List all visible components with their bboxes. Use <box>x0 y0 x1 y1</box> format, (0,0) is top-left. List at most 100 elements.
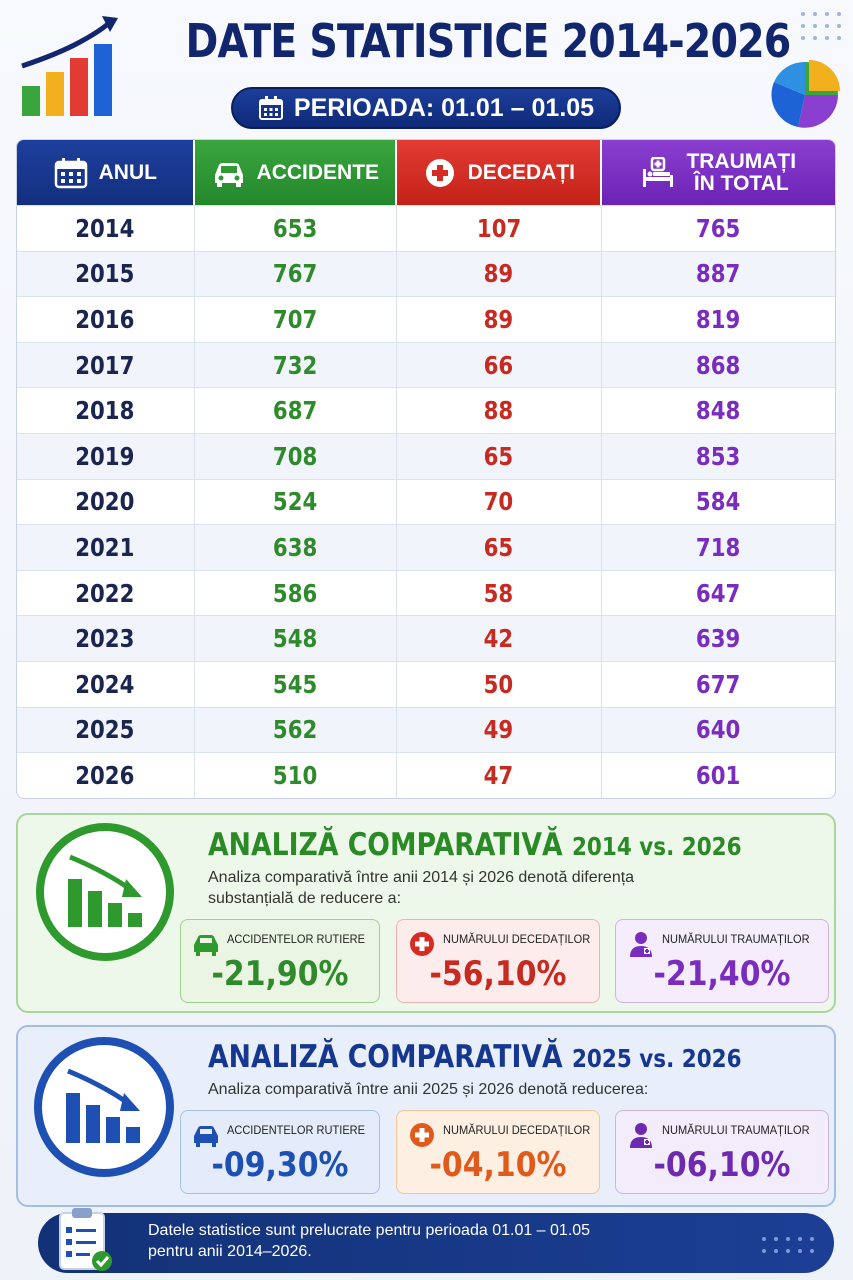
table-row: 2025 562 49 640 <box>17 706 835 753</box>
cell-year-value: 2026 <box>75 760 135 790</box>
cell-deaths-value: 88 <box>484 396 514 426</box>
cell-deaths: 50 <box>397 661 602 707</box>
declining-bar-chart-icon <box>34 1037 174 1177</box>
stat-value: -21,90% <box>211 954 349 994</box>
cell-year-value: 2019 <box>75 441 135 471</box>
medical-cross-icon <box>425 158 454 187</box>
cell-injured-value: 639 <box>696 624 741 654</box>
clipboard-check-icon <box>59 1208 112 1271</box>
cell-deaths: 88 <box>397 388 602 433</box>
cell-year-value: 2022 <box>75 578 135 608</box>
stat-value: -06,10% <box>653 1145 791 1185</box>
cell-injured: 647 <box>602 571 835 616</box>
stat-accidents: ACCIDENTELOR RUTIERE -09,30% <box>180 1110 380 1194</box>
cell-injured: 868 <box>602 343 835 388</box>
cell-injured: 819 <box>602 297 835 342</box>
cell-year-value: 2015 <box>75 259 135 289</box>
column-header-injured: TRAUMAȚI ÎN TOTAL <box>601 140 835 205</box>
stat-label: NUMĂRULUI DECEDAȚILOR <box>443 932 591 946</box>
stat-value: -21,40% <box>653 954 791 994</box>
car-icon <box>214 162 243 187</box>
table-row: 2016 707 89 819 <box>17 296 835 342</box>
cell-accidents-value: 586 <box>273 578 318 608</box>
injured-person-icon <box>630 1123 652 1148</box>
cell-injured-value: 887 <box>696 259 741 289</box>
column-header-label: TRAUMAȚI <box>686 149 797 173</box>
cell-deaths: 89 <box>397 297 602 342</box>
cell-injured-value: 647 <box>696 578 741 608</box>
cell-year: 2025 <box>17 707 195 753</box>
footer-line: Datele statistice sunt prelucrate pentru… <box>148 1222 591 1239</box>
stat-label: NUMĂRULUI TRAUMAȚILOR <box>662 1123 810 1137</box>
column-header-label: ÎN TOTAL <box>693 171 789 195</box>
cell-year-value: 2025 <box>75 715 135 745</box>
cell-deaths-value: 42 <box>484 624 514 654</box>
cell-accidents-value: 510 <box>273 760 318 790</box>
cell-accidents: 524 <box>195 479 398 525</box>
cell-year: 2026 <box>17 753 195 798</box>
table-row: 2022 586 58 647 <box>17 569 835 616</box>
pie-chart-icon <box>771 60 840 128</box>
stat-value: -04,10% <box>429 1145 567 1185</box>
cell-accidents-value: 708 <box>273 441 318 471</box>
cell-injured: 601 <box>602 753 835 798</box>
table-row: 2021 638 65 718 <box>17 524 835 570</box>
cell-accidents-value: 545 <box>273 669 318 699</box>
stat-accidents: ACCIDENTELOR RUTIERE -21,90% <box>180 919 380 1003</box>
stat-label: ACCIDENTELOR RUTIERE <box>227 1123 366 1137</box>
cell-deaths-value: 107 <box>476 213 521 243</box>
cell-accidents-value: 638 <box>273 532 318 562</box>
cell-year-value: 2020 <box>75 487 135 517</box>
cell-accidents: 638 <box>195 525 398 570</box>
cell-year: 2023 <box>17 616 195 661</box>
cell-accidents-value: 653 <box>273 213 318 243</box>
cell-year: 2015 <box>17 251 195 297</box>
cell-accidents: 562 <box>195 707 398 753</box>
cell-deaths: 107 <box>397 206 602 251</box>
cell-accidents-value: 562 <box>273 715 318 745</box>
table-row: 2024 545 50 677 <box>17 660 835 707</box>
cell-deaths: 70 <box>397 479 602 525</box>
cell-year: 2018 <box>17 388 195 433</box>
stat-label: ACCIDENTELOR RUTIERE <box>227 932 366 946</box>
cell-accidents: 732 <box>195 342 398 388</box>
cell-deaths-value: 58 <box>484 578 514 608</box>
medical-cross-icon <box>410 1123 434 1147</box>
cell-year: 2014 <box>17 206 195 251</box>
cell-deaths-value: 50 <box>484 669 514 699</box>
cell-deaths-value: 66 <box>484 350 514 380</box>
panel-description: Analiza comparativă între anii 2025 și 2… <box>208 1081 649 1098</box>
cell-deaths: 47 <box>397 753 602 798</box>
footer-line: pentru anii 2014–2026. <box>148 1243 312 1260</box>
cell-deaths-value: 89 <box>484 259 514 289</box>
cell-injured-value: 584 <box>696 487 741 517</box>
cell-year-value: 2014 <box>75 213 135 243</box>
column-header-deaths: DECEDAȚI <box>397 140 602 205</box>
cell-year-value: 2023 <box>75 624 135 654</box>
hospital-bed-icon <box>643 156 674 187</box>
cell-injured: 853 <box>602 434 835 479</box>
cell-year-value: 2021 <box>75 532 135 562</box>
panel-title-years: 2014 vs. 2026 <box>571 832 742 861</box>
table-row: 2018 687 88 848 <box>17 387 835 433</box>
car-icon <box>194 935 218 956</box>
column-header-accidents: ACCIDENTE <box>194 140 398 205</box>
cell-accidents: 510 <box>195 753 398 798</box>
cell-deaths-value: 89 <box>484 304 514 334</box>
cell-injured: 848 <box>602 388 835 433</box>
declining-bar-chart-icon <box>36 823 174 961</box>
comparison-panel-2025-2026: ANALIZĂ COMPARATIVĂ 2025 vs. 2026 Analiz… <box>16 1025 836 1207</box>
cell-deaths-value: 70 <box>484 487 514 517</box>
medical-cross-icon <box>410 932 434 956</box>
bar-chart-growth-icon <box>21 16 118 116</box>
calendar-icon <box>258 96 283 120</box>
cell-accidents: 707 <box>195 297 398 342</box>
cell-accidents-value: 687 <box>273 396 318 426</box>
column-header-label: ACCIDENTE <box>256 160 380 184</box>
cell-year-value: 2016 <box>75 304 135 334</box>
table-row: 2015 767 89 887 <box>17 250 835 297</box>
stat-label: NUMĂRULUI TRAUMAȚILOR <box>662 932 810 946</box>
cell-deaths: 89 <box>397 251 602 297</box>
cell-year: 2021 <box>17 525 195 570</box>
cell-accidents: 653 <box>195 206 398 251</box>
